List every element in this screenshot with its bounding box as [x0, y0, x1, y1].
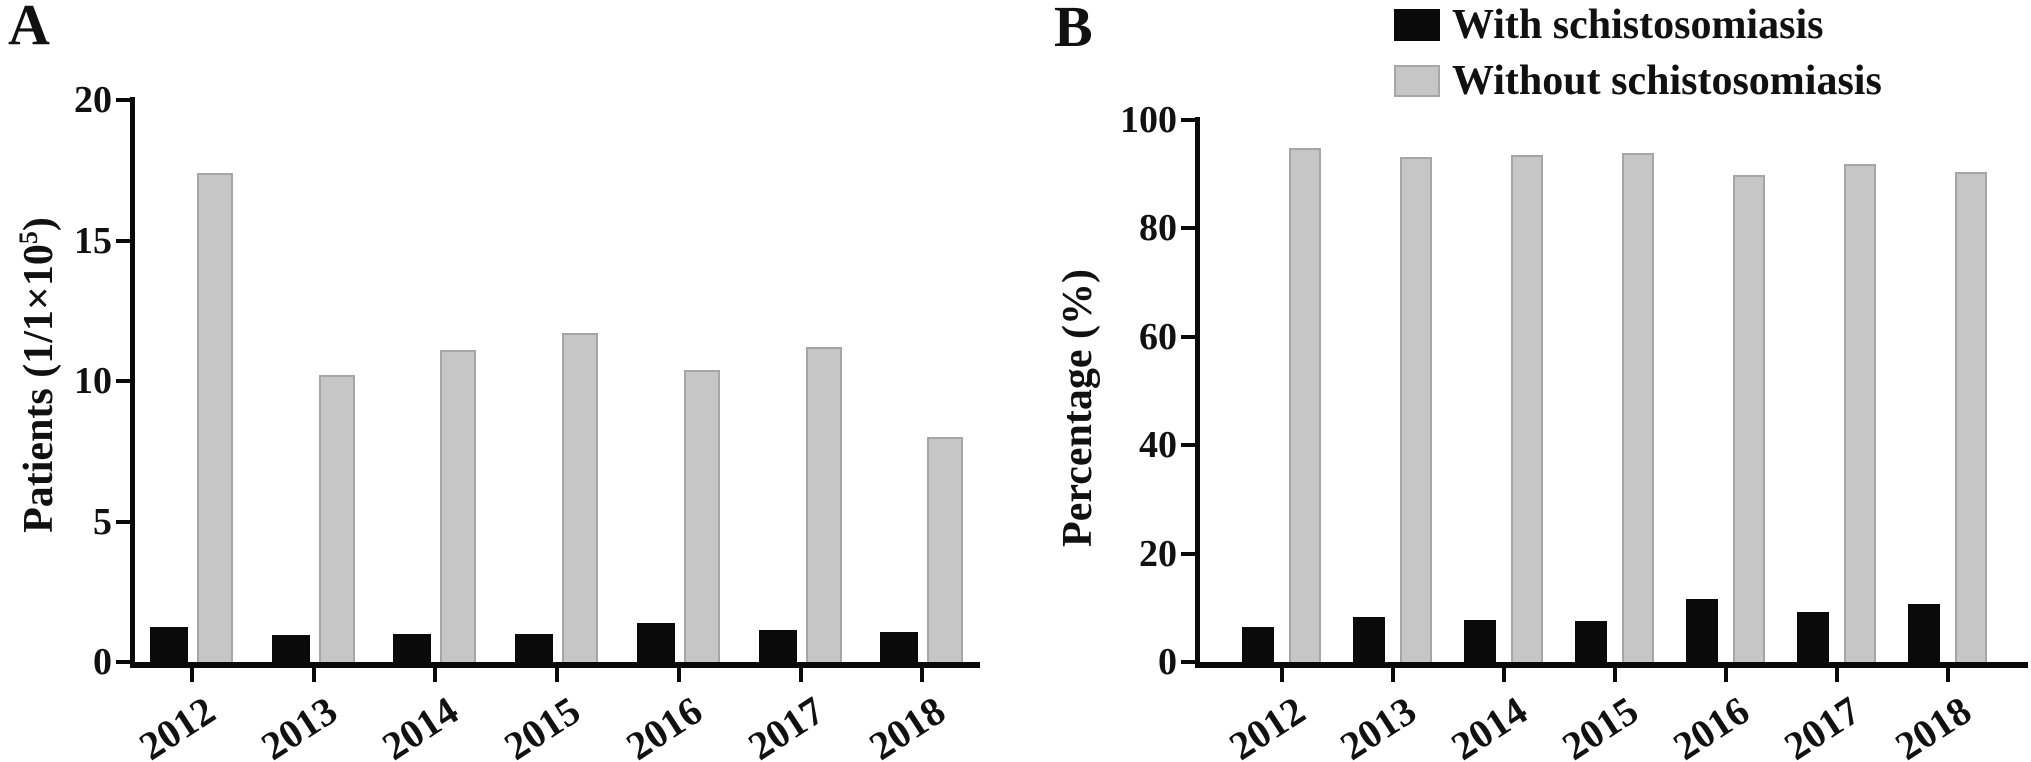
legend-item-without-schistosomiasis: Without schistosomiasis: [1394, 60, 1882, 102]
bar-without-schistosomiasis-2012: [197, 173, 233, 662]
y-tick-mark: [1181, 118, 1195, 122]
x-tick-mark: [920, 668, 925, 682]
bar-without-schistosomiasis-2016: [1733, 175, 1765, 662]
bar-without-schistosomiasis-2012: [1289, 148, 1321, 662]
legend-label: Without schistosomiasis: [1452, 58, 1882, 104]
bar-with-schistosomiasis-2014: [393, 634, 432, 662]
bar-with-schistosomiasis-2017: [1797, 612, 1829, 662]
x-tick-mark: [311, 668, 316, 682]
bar-with-schistosomiasis-2015: [515, 634, 554, 662]
x-tick-mark: [1613, 668, 1617, 682]
y-tick-mark: [116, 98, 130, 102]
x-tick-mark: [190, 668, 194, 682]
y-axis-line: [130, 97, 135, 668]
x-tick-label-2017: 2017: [1776, 687, 1868, 762]
y-tick-label: 60: [1139, 315, 1177, 358]
bar-without-schistosomiasis-2017: [805, 347, 842, 662]
bar-with-schistosomiasis-2012: [1242, 627, 1274, 662]
bar-with-schistosomiasis-2014: [1464, 620, 1496, 662]
x-axis-line: [1195, 662, 2028, 668]
y-tick-mark: [1181, 551, 1195, 556]
x-tick-mark: [676, 668, 681, 682]
bar-with-schistosomiasis-2018: [1908, 604, 1940, 662]
x-tick-label-2013: 2013: [252, 687, 345, 762]
x-tick-label-2016: 2016: [1665, 687, 1757, 762]
x-tick-label-2018: 2018: [1887, 687, 1979, 762]
x-tick-label-2012: 2012: [1221, 687, 1313, 762]
y-tick-label: 20: [74, 79, 112, 121]
bar-without-schistosomiasis-2013: [1400, 157, 1432, 662]
x-tick-label-2014: 2014: [1443, 687, 1535, 762]
bar-without-schistosomiasis-2014: [1511, 155, 1543, 662]
bar-without-schistosomiasis-2016: [683, 370, 720, 662]
y-tick-mark: [1181, 226, 1195, 231]
y-tick-label: 5: [93, 500, 112, 543]
y-tick-label: 20: [1139, 532, 1177, 575]
y-tick-label: 0: [93, 641, 112, 683]
x-tick-mark: [1946, 668, 1950, 682]
y-tick-label: 15: [74, 219, 112, 262]
bar-with-schistosomiasis-2018: [880, 632, 919, 662]
y-tick-label: 40: [1139, 424, 1177, 467]
x-tick-label-2015: 2015: [1554, 687, 1646, 762]
panel-label-a: A: [8, 0, 50, 57]
y-tick-mark: [116, 238, 130, 243]
legend-label: With schistosomiasis: [1452, 2, 1824, 48]
y-tick-label: 10: [74, 360, 112, 402]
y-tick-label: 100: [1120, 99, 1177, 141]
y-axis-line: [1195, 117, 1200, 668]
bar-with-schistosomiasis-2016: [636, 623, 675, 662]
bar-without-schistosomiasis-2018: [927, 437, 964, 662]
x-tick-label-2013: 2013: [1332, 687, 1424, 762]
x-tick-label-2018: 2018: [861, 687, 954, 762]
bar-without-schistosomiasis-2015: [1622, 153, 1654, 662]
x-tick-mark: [1502, 668, 1506, 682]
bar-with-schistosomiasis-2015: [1575, 621, 1607, 662]
y-tick-mark: [116, 519, 130, 524]
x-tick-mark: [798, 668, 803, 682]
x-axis-line: [130, 662, 980, 668]
legend-item-with-schistosomiasis: With schistosomiasis: [1394, 4, 1882, 46]
panel-a: A Patients (1/1×105) 0 5 10 15 20 2012 2013 2014 2…: [0, 0, 1010, 762]
bar-without-schistosomiasis-2014: [440, 350, 477, 662]
y-tick-label: 0: [1158, 641, 1177, 683]
bar-without-schistosomiasis-2015: [562, 333, 599, 662]
panel-label-b: B: [1054, 0, 1093, 59]
y-tick-label: 80: [1139, 207, 1177, 250]
bar-with-schistosomiasis-2013: [1353, 617, 1385, 662]
x-tick-mark: [433, 668, 438, 682]
bar-without-schistosomiasis-2013: [318, 375, 355, 662]
legend-swatch-gray-icon: [1394, 65, 1440, 97]
bar-with-schistosomiasis-2016: [1686, 599, 1718, 662]
x-tick-mark: [1280, 668, 1284, 682]
x-tick-mark: [1835, 668, 1839, 682]
panel-b: B Percentage (%) 0 20 40 60 80 100 2012 2013 2014 2…: [1010, 0, 2031, 762]
bar-with-schistosomiasis-2017: [758, 630, 797, 662]
legend: With schistosomiasis Without schistosomi…: [1394, 4, 1882, 116]
x-tick-label-2015: 2015: [496, 687, 588, 762]
x-tick-mark: [1391, 668, 1395, 682]
y-tick-mark: [1181, 660, 1195, 664]
y-tick-mark: [1181, 334, 1195, 339]
x-tick-label-2017: 2017: [739, 687, 832, 762]
bar-with-schistosomiasis-2013: [271, 635, 310, 662]
y-axis-title: Percentage (%): [1055, 269, 1101, 547]
x-tick-mark: [555, 668, 560, 682]
legend-swatch-black-icon: [1394, 9, 1440, 41]
bar-without-schistosomiasis-2017: [1844, 164, 1876, 662]
y-tick-mark: [116, 660, 130, 664]
x-tick-mark: [1724, 668, 1728, 682]
bar-without-schistosomiasis-2018: [1955, 172, 1987, 662]
x-tick-label-2012: 2012: [131, 687, 223, 762]
y-tick-mark: [116, 379, 130, 383]
x-tick-label-2016: 2016: [618, 687, 710, 762]
bar-with-schistosomiasis-2012: [150, 627, 188, 662]
y-tick-mark: [1181, 443, 1195, 448]
x-tick-label-2014: 2014: [374, 687, 467, 762]
